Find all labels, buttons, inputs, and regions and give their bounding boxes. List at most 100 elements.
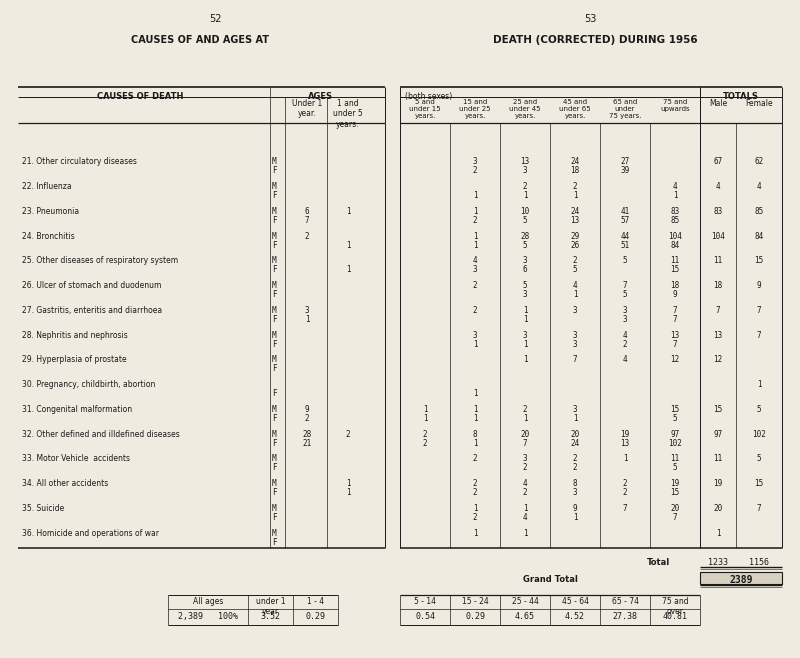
Text: 4: 4 — [622, 355, 627, 365]
Text: F: F — [272, 166, 277, 175]
Text: 1: 1 — [716, 528, 720, 538]
Text: 102: 102 — [668, 439, 682, 447]
Text: M: M — [272, 504, 277, 513]
Text: F: F — [272, 290, 277, 299]
Text: 53: 53 — [584, 14, 596, 24]
Text: 1: 1 — [573, 414, 578, 423]
Text: M: M — [272, 479, 277, 488]
Text: 1: 1 — [473, 241, 478, 249]
Text: 2: 2 — [473, 513, 478, 522]
Text: 40.81: 40.81 — [662, 612, 687, 621]
Text: 2: 2 — [522, 463, 527, 472]
Text: 25 - 44: 25 - 44 — [511, 597, 538, 606]
Text: 19: 19 — [714, 479, 722, 488]
Text: 1156: 1156 — [749, 558, 769, 567]
Text: 15: 15 — [714, 405, 722, 414]
Text: 2: 2 — [573, 455, 578, 463]
Text: TOTALS: TOTALS — [723, 92, 759, 101]
Text: M: M — [272, 232, 277, 241]
Text: 1: 1 — [473, 207, 478, 216]
Text: 1: 1 — [522, 528, 527, 538]
Text: 3: 3 — [573, 306, 578, 315]
Text: 84: 84 — [670, 241, 680, 249]
Text: 67: 67 — [714, 157, 722, 166]
Text: F: F — [272, 439, 277, 447]
Text: 45 - 64: 45 - 64 — [562, 597, 589, 606]
Text: M: M — [272, 430, 277, 439]
Text: F: F — [272, 488, 277, 497]
Text: 4: 4 — [622, 331, 627, 340]
Text: 45 and
under 65
years.: 45 and under 65 years. — [559, 99, 591, 119]
Text: 11: 11 — [714, 257, 722, 265]
Text: 57: 57 — [620, 216, 630, 225]
Text: 9: 9 — [573, 504, 578, 513]
Text: 13: 13 — [620, 439, 630, 447]
Text: 20: 20 — [670, 504, 680, 513]
Text: 1: 1 — [473, 191, 478, 200]
Text: 1: 1 — [522, 315, 527, 324]
Text: 21: 21 — [302, 439, 312, 447]
Text: 2: 2 — [473, 166, 478, 175]
Text: 25 and
under 45
years.: 25 and under 45 years. — [510, 99, 541, 119]
Text: 24: 24 — [570, 207, 580, 216]
Text: 30. Pregnancy, childbirth, abortion: 30. Pregnancy, childbirth, abortion — [22, 380, 155, 389]
Text: 24: 24 — [570, 157, 580, 166]
Text: 1: 1 — [522, 340, 527, 349]
Text: 4.52: 4.52 — [565, 612, 585, 621]
Text: F: F — [272, 414, 277, 423]
Text: 9: 9 — [305, 405, 310, 414]
Text: 2: 2 — [522, 405, 527, 414]
Text: 1: 1 — [346, 479, 350, 488]
Text: 27.38: 27.38 — [613, 612, 638, 621]
Text: 11: 11 — [670, 455, 680, 463]
Text: 3: 3 — [522, 257, 527, 265]
Text: 51: 51 — [620, 241, 630, 249]
Text: 1: 1 — [305, 315, 310, 324]
Text: 4: 4 — [673, 182, 678, 191]
Text: 15: 15 — [670, 265, 680, 274]
Text: 13: 13 — [714, 331, 722, 340]
Text: Female: Female — [745, 99, 773, 108]
Text: 1: 1 — [473, 439, 478, 447]
Text: 1: 1 — [757, 380, 762, 389]
Text: 7: 7 — [522, 439, 527, 447]
Text: 44: 44 — [620, 232, 630, 241]
Text: 28. Nephritis and nephrosis: 28. Nephritis and nephrosis — [22, 331, 128, 340]
Text: 7: 7 — [622, 281, 627, 290]
Text: 11: 11 — [714, 455, 722, 463]
Text: 1: 1 — [622, 455, 627, 463]
Text: All ages: All ages — [193, 597, 223, 606]
Text: 39: 39 — [620, 166, 630, 175]
Text: 34. All other accidents: 34. All other accidents — [22, 479, 108, 488]
Text: 3: 3 — [573, 488, 578, 497]
Text: 3: 3 — [622, 306, 627, 315]
Text: F: F — [272, 513, 277, 522]
Text: 7: 7 — [673, 340, 678, 349]
Text: M: M — [272, 306, 277, 315]
Text: 102: 102 — [752, 430, 766, 439]
Text: 3: 3 — [473, 265, 478, 274]
Text: F: F — [272, 365, 277, 373]
Text: 52: 52 — [209, 14, 222, 24]
Text: 15 - 24: 15 - 24 — [462, 597, 488, 606]
Text: 5: 5 — [673, 414, 678, 423]
Text: M: M — [272, 182, 277, 191]
Text: 7: 7 — [673, 306, 678, 315]
Text: M: M — [272, 157, 277, 166]
Text: 3: 3 — [573, 340, 578, 349]
Text: 2: 2 — [573, 257, 578, 265]
Text: M: M — [272, 528, 277, 538]
Text: 2: 2 — [346, 430, 350, 439]
Text: F: F — [272, 315, 277, 324]
Text: 83: 83 — [670, 207, 680, 216]
Text: F: F — [272, 538, 277, 547]
Text: M: M — [272, 355, 277, 365]
Text: 13: 13 — [520, 157, 530, 166]
Text: 83: 83 — [714, 207, 722, 216]
Text: 2: 2 — [622, 340, 627, 349]
Text: 11: 11 — [670, 257, 680, 265]
Text: 75 and
upwards: 75 and upwards — [660, 99, 690, 112]
Text: F: F — [272, 216, 277, 225]
Text: CAUSES OF AND AGES AT: CAUSES OF AND AGES AT — [131, 35, 269, 45]
Text: 32. Other defined and illdefined diseases: 32. Other defined and illdefined disease… — [22, 430, 180, 439]
